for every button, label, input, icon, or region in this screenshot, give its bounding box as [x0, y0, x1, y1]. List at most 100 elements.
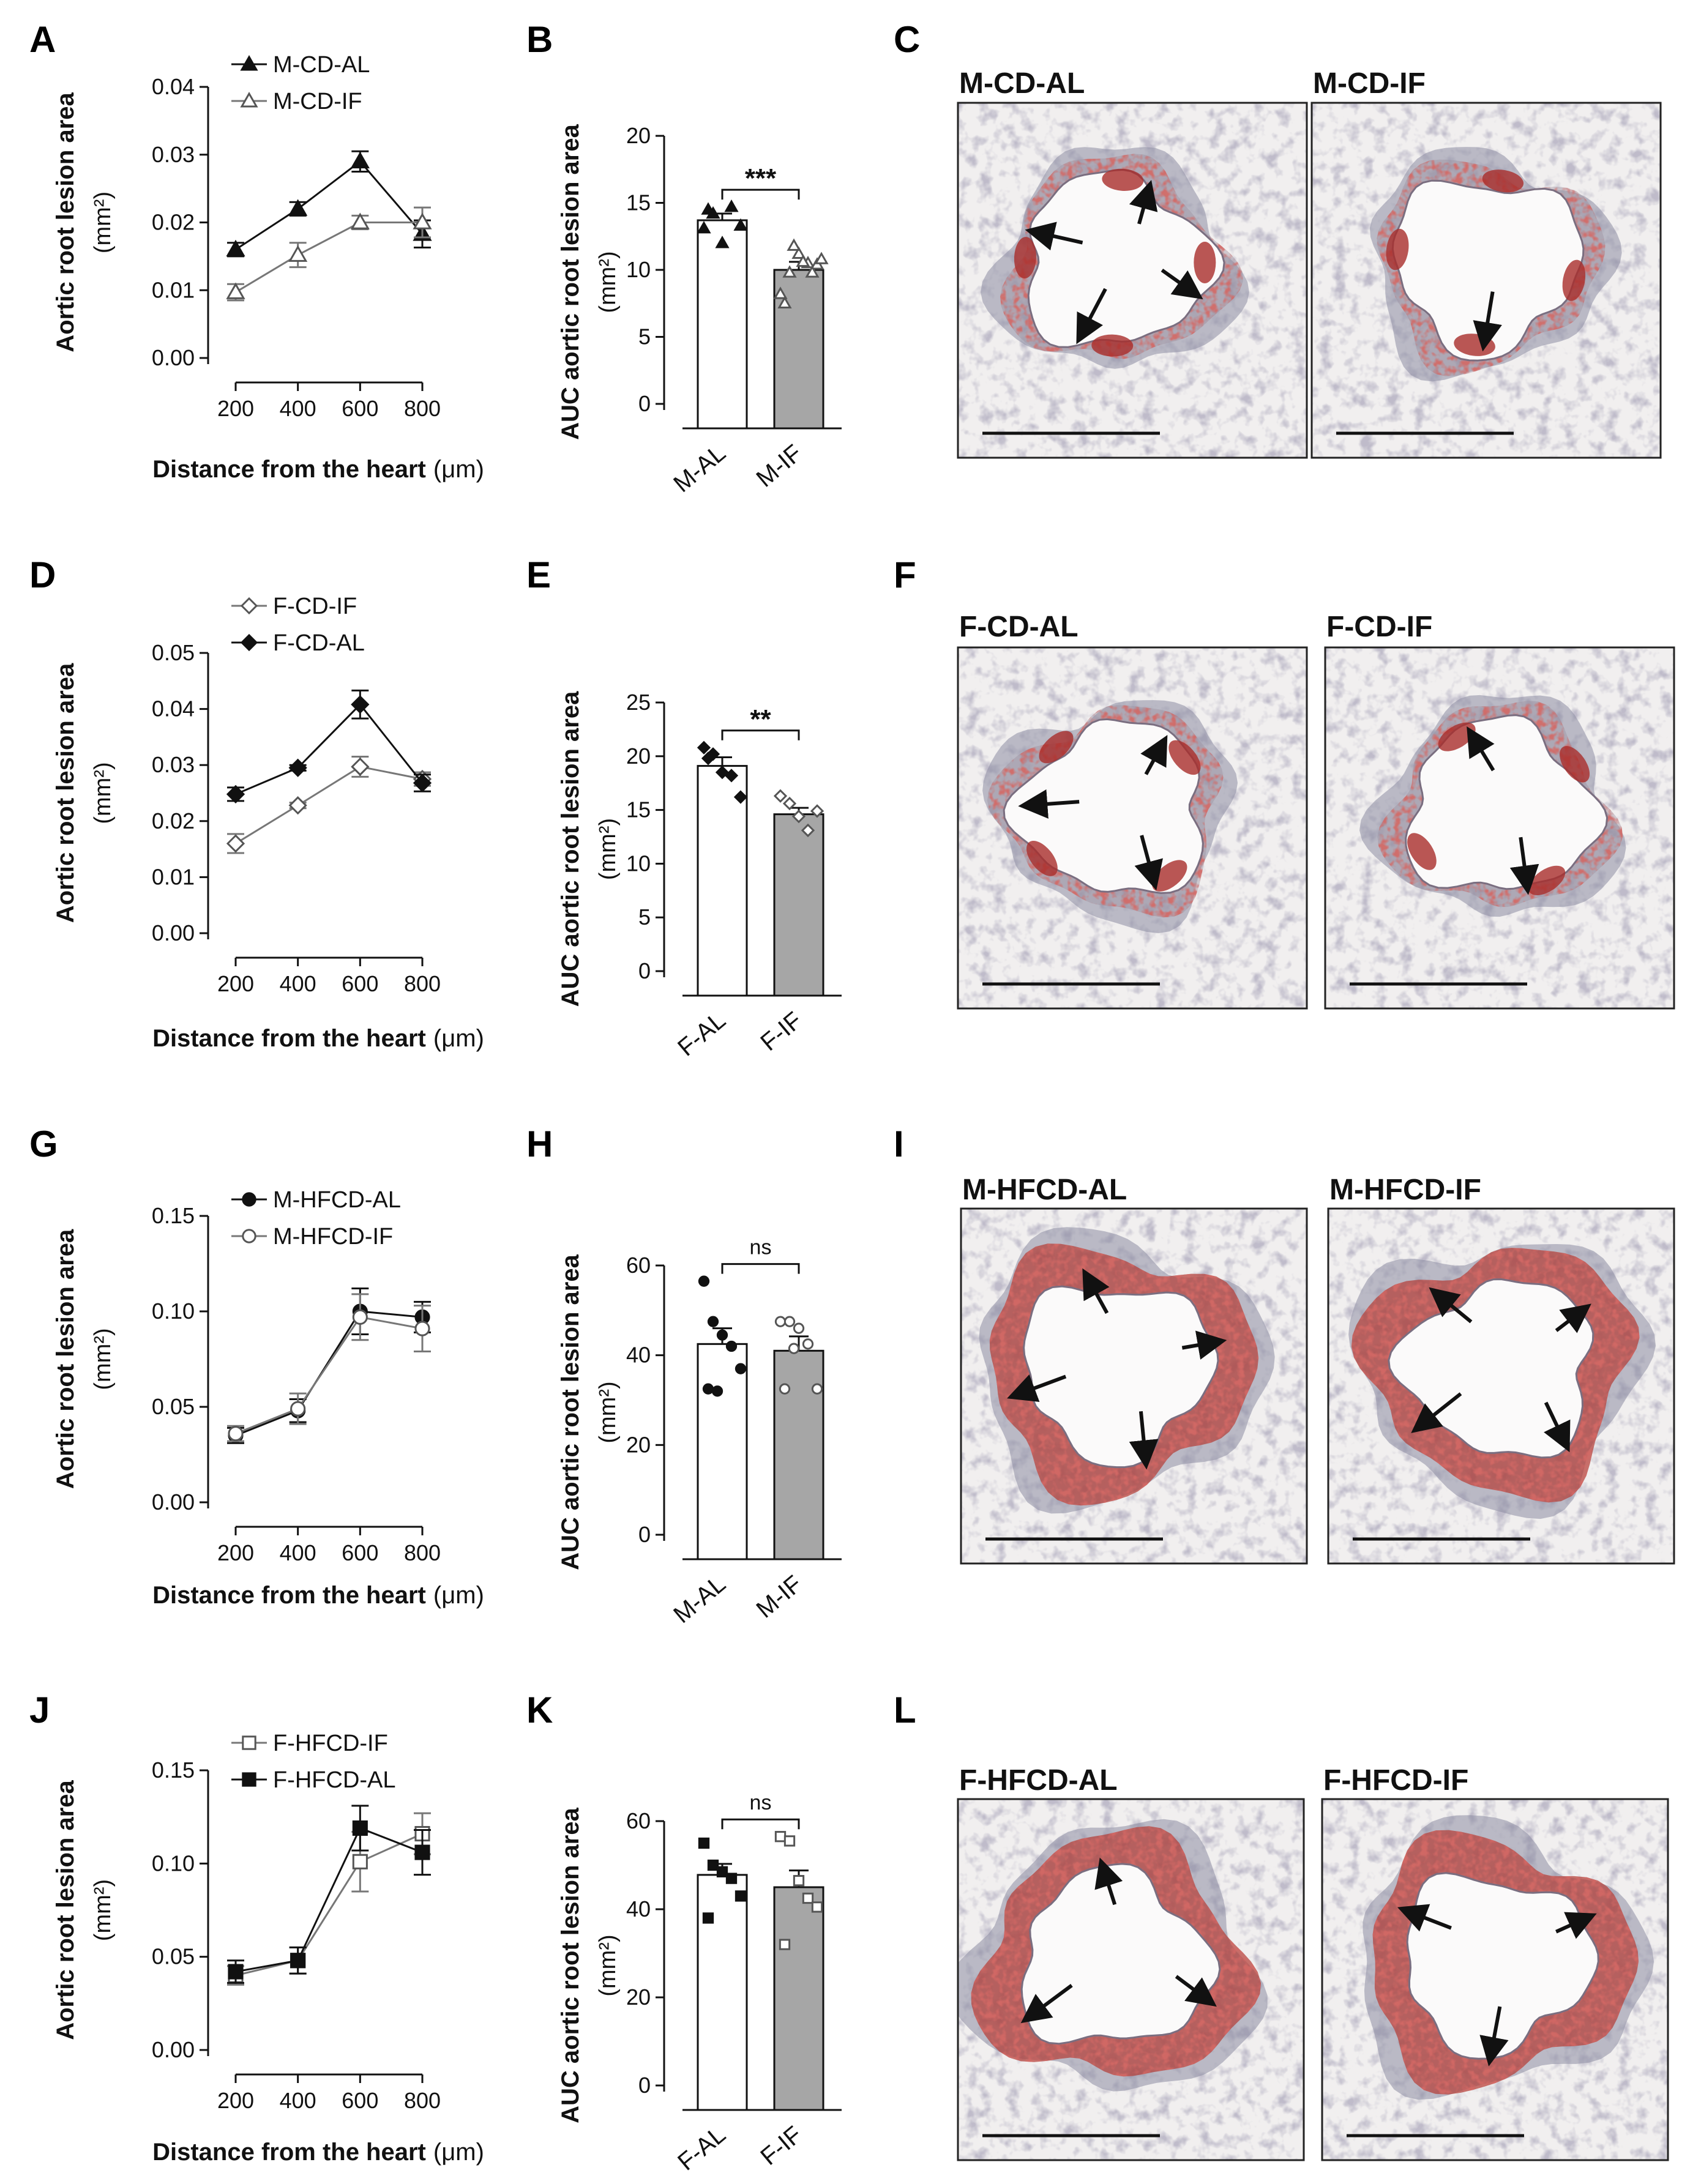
series-F-HFCD-AL: F-HFCD-AL — [227, 1767, 431, 1984]
y-tick-label: 20 — [626, 1985, 651, 2010]
data-point — [350, 212, 370, 229]
lesion-arrow — [1181, 1330, 1227, 1360]
legend-marker — [240, 597, 258, 615]
legend-marker — [242, 1229, 256, 1243]
y-tick-label: 0 — [638, 2073, 651, 2098]
y-tick-label: 0 — [638, 958, 651, 983]
data-point — [810, 804, 824, 818]
lumen — [1023, 1285, 1219, 1469]
lesion-arrow — [1161, 269, 1203, 300]
data-point — [733, 790, 748, 804]
lesion-stain — [1026, 840, 1058, 876]
x-tick-label: 600 — [342, 2088, 378, 2113]
image-label: M-HFCD-IF — [1329, 1174, 1481, 1206]
x-axis-label-bold: Distance from the heart — [152, 456, 426, 483]
y-tick-label: 40 — [626, 1343, 651, 1368]
lesion-stain — [1194, 242, 1216, 283]
image-frame — [960, 1207, 1308, 1565]
histology-image-2: M-HFCD-IF — [1327, 1174, 1675, 1565]
lesion-arrow — [1467, 726, 1495, 772]
data-point — [352, 1820, 368, 1836]
bar — [773, 1886, 824, 2111]
data-point — [735, 1363, 747, 1374]
x-tick-label: 600 — [342, 396, 378, 421]
panel-letter-c: C — [894, 19, 920, 60]
image-content — [958, 647, 1307, 1008]
x-tick-label: 200 — [217, 2088, 254, 2113]
legend-label: M-HFCD-IF — [273, 1224, 393, 1250]
data-point — [724, 199, 739, 212]
data-point — [288, 199, 308, 216]
y-tick-label: 5 — [638, 904, 651, 930]
panel-letter-d: D — [29, 554, 56, 595]
y-tick-label: 0.01 — [152, 277, 195, 302]
lesion-stain — [1562, 259, 1586, 301]
data-point — [796, 254, 810, 267]
histology-image-1: M-HFCD-AL — [960, 1174, 1308, 1565]
data-point — [698, 1837, 710, 1849]
data-point — [774, 1316, 787, 1327]
lesion-arrow — [1082, 1268, 1110, 1314]
x-axis-label: Distance from the heart (μm) — [152, 456, 484, 483]
data-point — [352, 1309, 368, 1325]
bar-panel-h: 0 20 40 60 AUC aortic root lesion area (mm²) M… — [557, 1236, 842, 1628]
bar — [773, 813, 824, 997]
series-line — [235, 1310, 423, 1437]
lesion-arrow — [1076, 288, 1107, 345]
series-M-CD-IF: M-CD-IF — [226, 89, 432, 302]
y-tick-label: 0.02 — [152, 808, 195, 833]
lumen — [1020, 1863, 1221, 2045]
image-label: F-CD-IF — [1326, 611, 1432, 643]
panel-letter-f: F — [894, 554, 916, 595]
image-panel-f: F-CD-AL F-CD-IF — [957, 611, 1675, 1010]
data-point — [773, 286, 788, 299]
bar-F-IF: F-IF — [755, 789, 824, 1056]
y-tick-label: 0.10 — [152, 1850, 195, 1876]
data-point — [701, 751, 716, 766]
data-point — [226, 785, 245, 803]
series-line — [235, 703, 424, 796]
y-axis-unit: (mm²) — [90, 192, 116, 253]
data-point — [725, 1340, 738, 1352]
lesion-arrow — [1007, 1374, 1067, 1402]
y-tick-label: 0.05 — [152, 1944, 195, 1969]
data-point — [698, 1275, 710, 1287]
data-point — [697, 740, 711, 755]
y-axis-label: Aortic root lesion area — [52, 663, 79, 923]
image-frame — [957, 646, 1308, 1010]
data-point — [413, 773, 432, 792]
y-tick-label: 5 — [638, 324, 651, 349]
bar — [697, 1874, 748, 2111]
data-point — [791, 246, 806, 259]
x-axis-label-bold: Distance from the heart — [152, 1025, 426, 1052]
y-axis-label: AUC aortic root lesion area — [557, 691, 584, 1007]
x-category-label: F-IF — [755, 1007, 807, 1056]
y-axis-unit: (mm²) — [90, 762, 116, 824]
data-point — [350, 151, 370, 169]
lesion-arrow — [1175, 1975, 1217, 2007]
y-tick-label: 20 — [626, 123, 651, 148]
legend-marker — [242, 1192, 256, 1207]
bar-panel-k: 0 20 40 60 AUC aortic root lesion area (mm²) F… — [557, 1791, 842, 2176]
x-axis-label-unit: (μm) — [433, 1582, 484, 1609]
data-point — [290, 1953, 306, 1969]
data-point — [725, 1873, 738, 1884]
line-panel-j: 0.00 0.05 0.10 0.15 200 400 600 800 Aortic root … — [52, 1731, 484, 2166]
y-tick-label: 0.00 — [152, 920, 195, 945]
image-frame — [1324, 646, 1675, 1010]
y-axis-unit: (mm²) — [90, 1328, 116, 1390]
data-point — [228, 1426, 244, 1442]
y-tick-label: 0.03 — [152, 142, 195, 167]
data-point — [413, 212, 432, 229]
image-panel-i: M-HFCD-AL M-HFCD-IF — [960, 1174, 1675, 1565]
legend-label: M-CD-AL — [273, 52, 370, 78]
series-line — [235, 766, 423, 844]
x-category-label: M-AL — [668, 439, 730, 498]
bar — [697, 219, 748, 430]
image-frame — [1327, 1207, 1675, 1565]
data-point — [724, 769, 739, 783]
lesion-stain — [1386, 228, 1409, 270]
bar-M-AL: M-AL — [668, 199, 748, 498]
